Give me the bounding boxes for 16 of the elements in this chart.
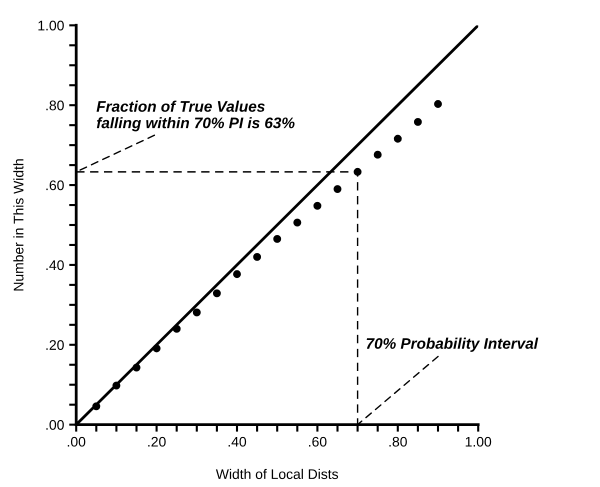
y-tick-label: .60 [46,180,64,190]
x-tick-label: .40 [228,436,246,447]
x-axis-title: Width of Local Dists [216,468,338,480]
x-tick-label: .80 [389,436,407,447]
y-tick-label: 1.00 [38,20,64,30]
y-axis-title: Number in This Width [13,159,24,290]
x-tick-label: .60 [309,436,327,447]
y-tick-label: .20 [46,340,64,350]
x-tick-label: .00 [68,436,86,447]
y-tick-label: .00 [46,420,64,430]
annotation: 70% Probability Interval [366,338,538,352]
x-tick-label: 1.00 [466,436,492,447]
y-tick-label: .80 [46,100,64,110]
annotation: Fraction of True Values falling within 70% PI is 63% [96,100,295,132]
y-tick-label: .40 [46,260,64,270]
x-tick-label: .20 [148,436,166,447]
